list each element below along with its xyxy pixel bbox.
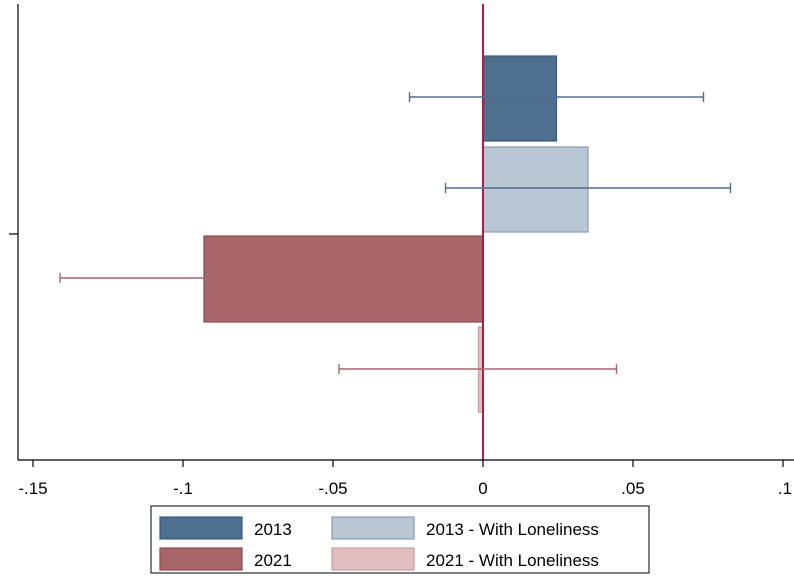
legend-swatch (159, 516, 243, 540)
axes: -.15 -.1 -.05 0 .05 .1 (9, 4, 794, 498)
error-bar-3 (59, 273, 349, 283)
plot-area (59, 4, 732, 460)
x-tick-label: .1 (778, 479, 792, 498)
x-tick-label: -.05 (318, 479, 347, 498)
legend-swatch (331, 547, 415, 571)
x-tick-label: 0 (478, 479, 487, 498)
legend-label: 2013 - With Loneliness (426, 520, 599, 539)
error-bar-4 (338, 364, 618, 374)
bar-1 (482, 55, 558, 142)
legend-label: 2021 - With Loneliness (426, 551, 599, 570)
error-bar-2 (444, 183, 732, 193)
bar-3 (203, 235, 484, 323)
legend-label: 2021 (254, 551, 292, 570)
x-tick-label: -.1 (173, 479, 193, 498)
error-bar-1 (408, 92, 705, 102)
legend-label: 2013 (254, 520, 292, 539)
legend-swatch (159, 547, 243, 571)
x-tick-label: -.15 (18, 479, 47, 498)
bar-2 (482, 146, 589, 233)
legend: 2013 2013 - With Loneliness 2021 2021 - Wit… (150, 505, 650, 574)
x-tick-label: .05 (621, 479, 645, 498)
legend-swatch (331, 516, 415, 540)
